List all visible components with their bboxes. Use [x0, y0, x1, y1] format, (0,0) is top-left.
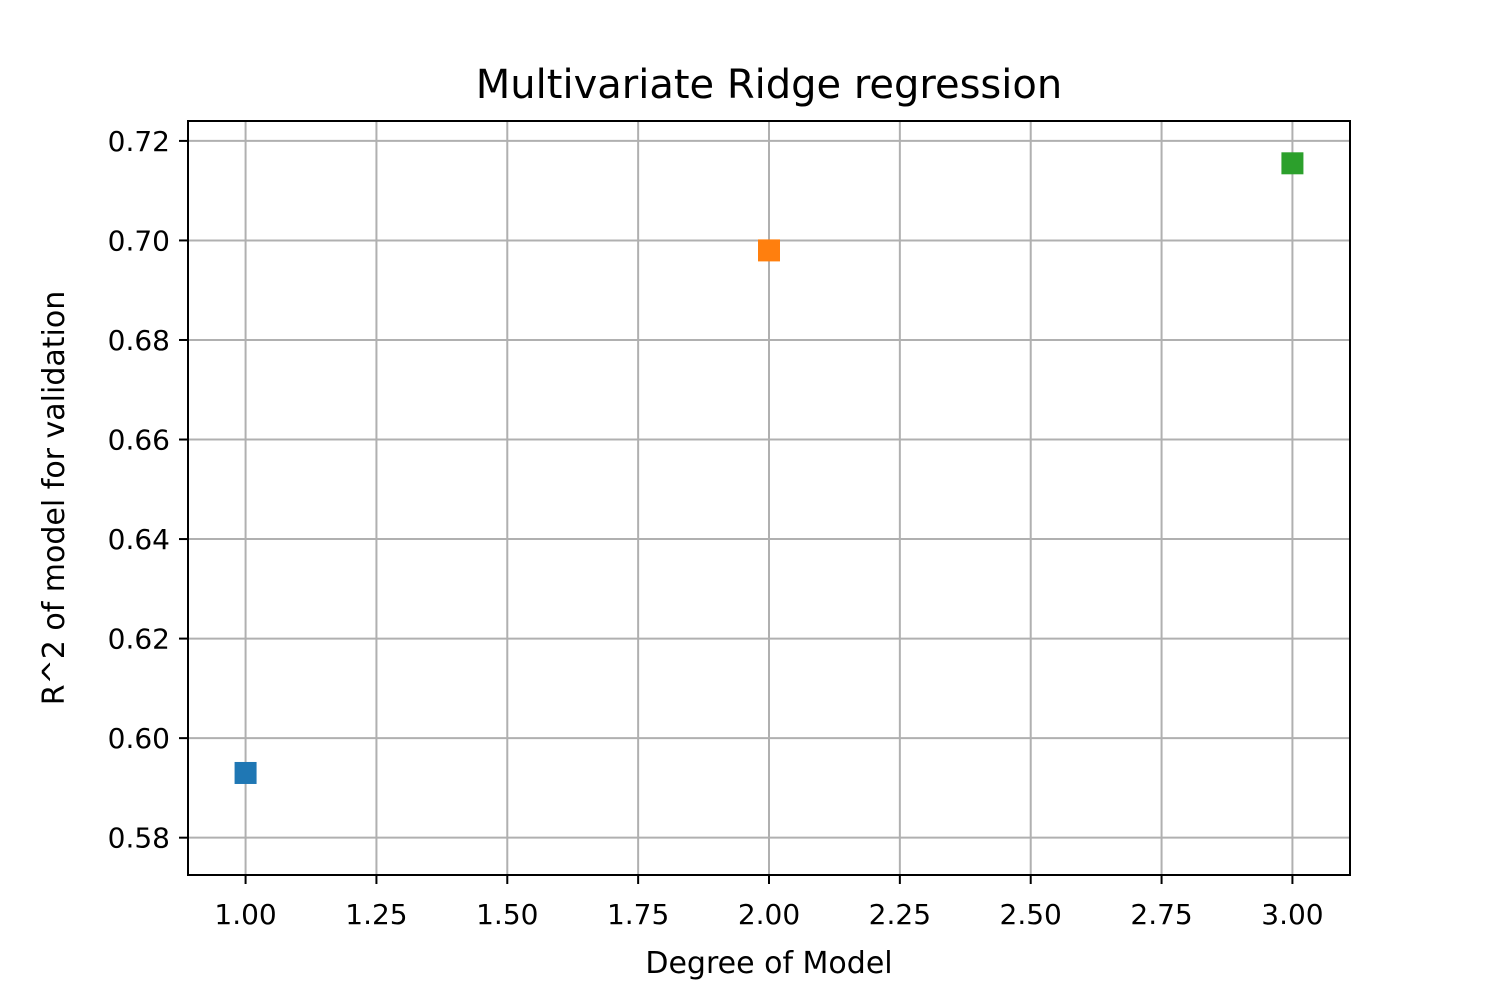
- y-tick-label: 0.70: [108, 224, 170, 257]
- y-tick-label: 0.68: [108, 324, 170, 357]
- y-tick-label: 0.64: [108, 523, 170, 556]
- x-tick-label: 2.25: [869, 898, 931, 931]
- axis-ticks: 1.00 1.25 1.50 1.75 2.00 2.25 2.50 2.75 3.00 0.58…: [108, 125, 1324, 931]
- x-tick-label: 2.50: [1000, 898, 1062, 931]
- chart-title: Multivariate Ridge regression: [476, 62, 1062, 108]
- grid: [188, 121, 1350, 875]
- data-point-marker: [1281, 152, 1304, 175]
- x-tick-label: 2.75: [1130, 898, 1192, 931]
- data-points: [234, 152, 1304, 784]
- y-tick-label: 0.58: [108, 822, 170, 855]
- x-tick-label: 1.00: [214, 898, 276, 931]
- y-tick-label: 0.72: [108, 125, 170, 158]
- data-point-marker: [758, 239, 780, 262]
- x-tick-label: 1.50: [476, 898, 538, 931]
- y-tick-label: 0.60: [108, 722, 170, 755]
- x-tick-label: 1.25: [345, 898, 407, 931]
- y-tick-label: 0.66: [108, 424, 170, 457]
- x-axis-label: Degree of Model: [645, 946, 892, 981]
- x-tick-label: 2.00: [738, 898, 800, 931]
- y-tick-label: 0.62: [108, 623, 170, 656]
- x-tick-label: 3.00: [1261, 898, 1323, 931]
- data-point-marker: [234, 761, 257, 784]
- x-tick-label: 1.75: [607, 898, 669, 931]
- y-axis-label: R^2 of model for validation: [37, 291, 72, 706]
